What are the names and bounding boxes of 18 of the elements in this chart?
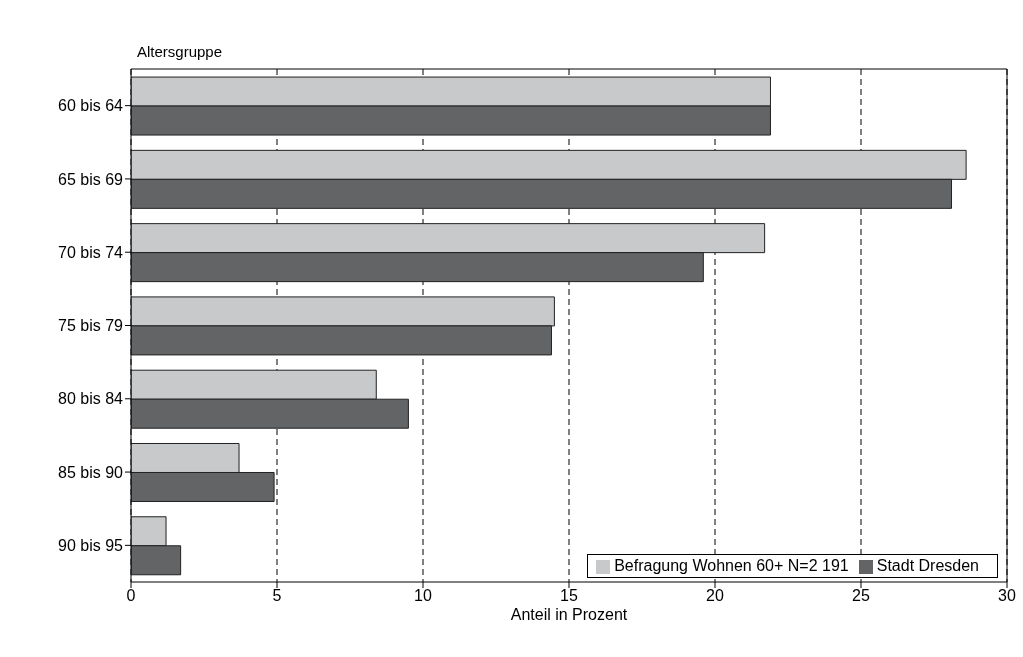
y-tick-label: 65 bis 69 bbox=[58, 170, 124, 188]
x-tick-label: 20 bbox=[706, 587, 724, 605]
legend-label: Stadt Dresden bbox=[876, 557, 979, 574]
y-axis-title: Altersgruppe bbox=[137, 43, 223, 60]
y-tick-label: 85 bis 90 bbox=[58, 463, 124, 481]
x-tick-label: 25 bbox=[852, 587, 870, 605]
x-tick-label: 0 bbox=[126, 587, 136, 605]
x-tick-label: 5 bbox=[272, 587, 282, 605]
x-axis-title: Anteil in Prozent bbox=[510, 606, 628, 623]
y-tick-label: 60 bis 64 bbox=[58, 97, 124, 115]
y-tick-label: 70 bis 74 bbox=[58, 243, 124, 261]
y-tick-label: 90 bis 95 bbox=[58, 537, 124, 555]
y-tick-label: 75 bis 79 bbox=[58, 317, 124, 335]
x-tick-label: 15 bbox=[560, 587, 578, 605]
x-tick-label: 10 bbox=[414, 587, 432, 605]
legend-label: Befragung Wohnen 60+ N=2 191 bbox=[614, 557, 849, 574]
x-tick-label: 30 bbox=[998, 587, 1016, 605]
y-tick-label: 80 bis 84 bbox=[58, 390, 124, 408]
